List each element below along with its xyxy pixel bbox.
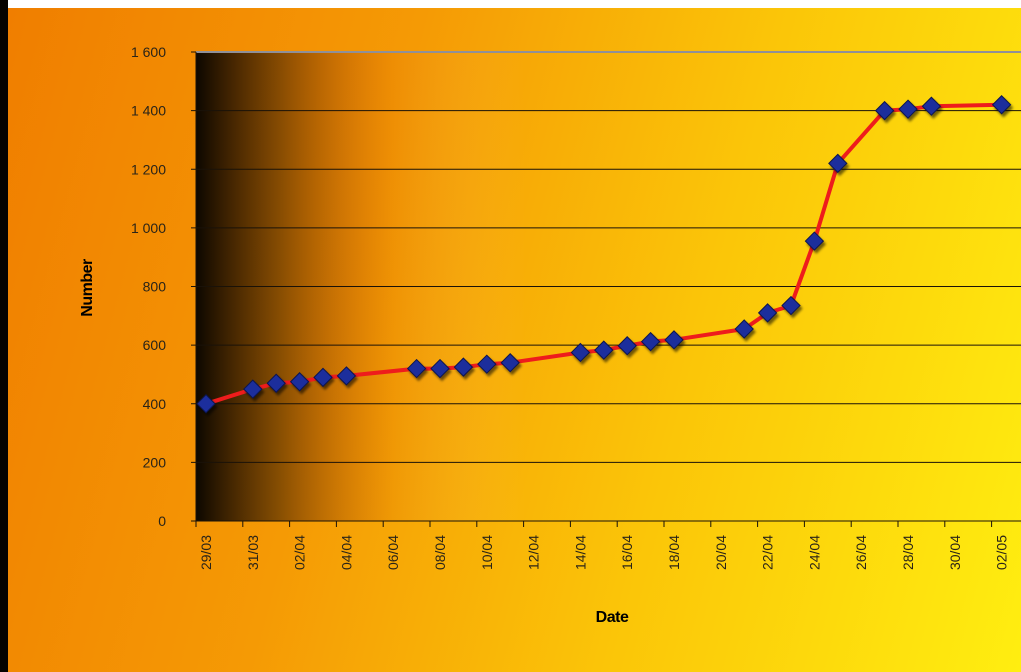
x-tick-label: 14/04 xyxy=(572,535,588,570)
data-point xyxy=(617,336,637,356)
x-tick-label: 12/04 xyxy=(526,535,542,570)
x-tick-label: 29/03 xyxy=(198,535,214,570)
y-tick-label: 800 xyxy=(143,279,167,295)
y-tick-label: 400 xyxy=(143,396,167,412)
y-axis-title: Number xyxy=(79,259,96,317)
x-tick-label: 06/04 xyxy=(385,535,401,570)
data-point xyxy=(430,358,450,379)
data-point xyxy=(243,379,263,399)
x-tick-label: 22/04 xyxy=(760,535,776,570)
y-tick-label: 1 400 xyxy=(131,103,166,119)
data-point xyxy=(804,231,825,251)
data-point xyxy=(266,373,286,393)
data-point xyxy=(757,303,778,323)
y-tick-label: 1 200 xyxy=(131,161,166,177)
data-point xyxy=(781,295,801,316)
x-tick-label: 10/04 xyxy=(479,535,495,570)
x-tick-label: 26/04 xyxy=(853,535,869,570)
x-tick-label: 08/04 xyxy=(432,535,448,570)
x-tick-label: 31/03 xyxy=(245,535,261,570)
y-tick-label: 600 xyxy=(143,337,167,353)
x-tick-label: 02/05 xyxy=(994,535,1010,570)
data-point xyxy=(406,358,427,379)
y-tick-label: 200 xyxy=(143,454,167,470)
x-tick-label: 18/04 xyxy=(666,535,682,570)
x-axis-ticks: 29/03 31/03 02/04 04/04 06/04 08/04 10/04 12/04… xyxy=(195,521,1010,570)
data-point xyxy=(453,357,474,377)
x-tick-label: 24/04 xyxy=(806,535,822,570)
x-tick-label: 20/04 xyxy=(713,535,729,570)
x-axis-title: Date xyxy=(596,609,629,626)
data-point xyxy=(991,95,1012,115)
x-tick-label: 16/04 xyxy=(619,535,635,570)
data-point xyxy=(500,353,520,373)
data-markers xyxy=(196,95,1012,414)
data-point xyxy=(898,99,918,119)
y-tick-label: 1 600 xyxy=(131,44,166,60)
data-point xyxy=(196,394,216,414)
data-point xyxy=(336,366,357,386)
data-point xyxy=(921,96,942,116)
data-point xyxy=(664,330,684,350)
data-point xyxy=(570,342,591,363)
data-point xyxy=(594,340,614,360)
data-point xyxy=(477,354,497,374)
y-tick-label: 1 000 xyxy=(131,220,166,236)
left-dark-bar xyxy=(0,0,8,672)
x-tick-label: 30/04 xyxy=(947,535,963,570)
x-tick-label: 02/04 xyxy=(292,535,308,570)
data-point xyxy=(828,153,848,174)
x-tick-label: 28/04 xyxy=(900,535,916,570)
data-point xyxy=(734,319,754,339)
top-white-strip xyxy=(8,0,1021,8)
data-point xyxy=(289,372,310,392)
data-point xyxy=(313,367,333,388)
data-point xyxy=(874,100,895,121)
data-point xyxy=(640,331,661,352)
y-tick-label: 0 xyxy=(158,513,166,529)
y-axis-ticks: 0 200 400 600 800 1 000 1 200 1 400 1 600 xyxy=(131,44,196,529)
x-tick-label: 04/04 xyxy=(338,535,354,570)
